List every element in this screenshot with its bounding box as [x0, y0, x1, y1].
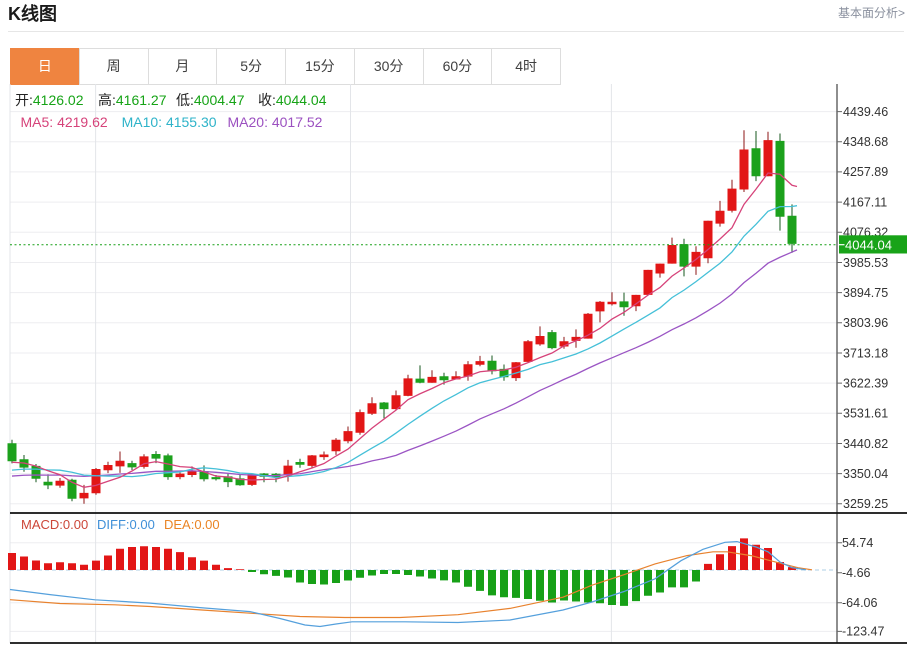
svg-text:4348.68: 4348.68 [843, 135, 888, 149]
svg-text:4167.11: 4167.11 [843, 195, 887, 209]
svg-text:MA20: 4017.52: MA20: 4017.52 [228, 114, 323, 130]
svg-text:3894.75: 3894.75 [843, 286, 888, 300]
svg-text:3531.61: 3531.61 [843, 407, 888, 421]
svg-text:-4.66: -4.66 [842, 566, 871, 580]
svg-text:3259.25: 3259.25 [843, 497, 888, 511]
svg-text:-123.47: -123.47 [842, 625, 884, 639]
svg-text:4257.89: 4257.89 [843, 165, 888, 179]
svg-text:-64.06: -64.06 [842, 596, 877, 610]
svg-text:高:4161.27: 高:4161.27 [98, 92, 167, 108]
svg-text:收:4044.04: 收:4044.04 [258, 92, 327, 108]
svg-text:4439.46: 4439.46 [843, 105, 888, 119]
svg-text:3803.96: 3803.96 [843, 316, 888, 330]
svg-text:3440.82: 3440.82 [843, 437, 888, 451]
svg-text:3713.18: 3713.18 [843, 346, 888, 360]
svg-text:MACD:0.00: MACD:0.00 [21, 517, 88, 532]
svg-text:开:4126.02: 开:4126.02 [15, 92, 84, 108]
svg-text:54.74: 54.74 [842, 536, 873, 550]
svg-text:3985.53: 3985.53 [843, 256, 888, 270]
svg-text:MA5: 4219.62: MA5: 4219.62 [21, 114, 108, 130]
svg-text:4044.04: 4044.04 [845, 238, 892, 253]
svg-text:3622.39: 3622.39 [843, 376, 888, 390]
svg-text:3350.04: 3350.04 [843, 467, 888, 481]
svg-text:DIFF:0.00: DIFF:0.00 [97, 517, 155, 532]
svg-text:DEA:0.00: DEA:0.00 [164, 517, 220, 532]
svg-text:MA10: 4155.30: MA10: 4155.30 [122, 114, 217, 130]
svg-text:低:4004.47: 低:4004.47 [176, 92, 245, 108]
